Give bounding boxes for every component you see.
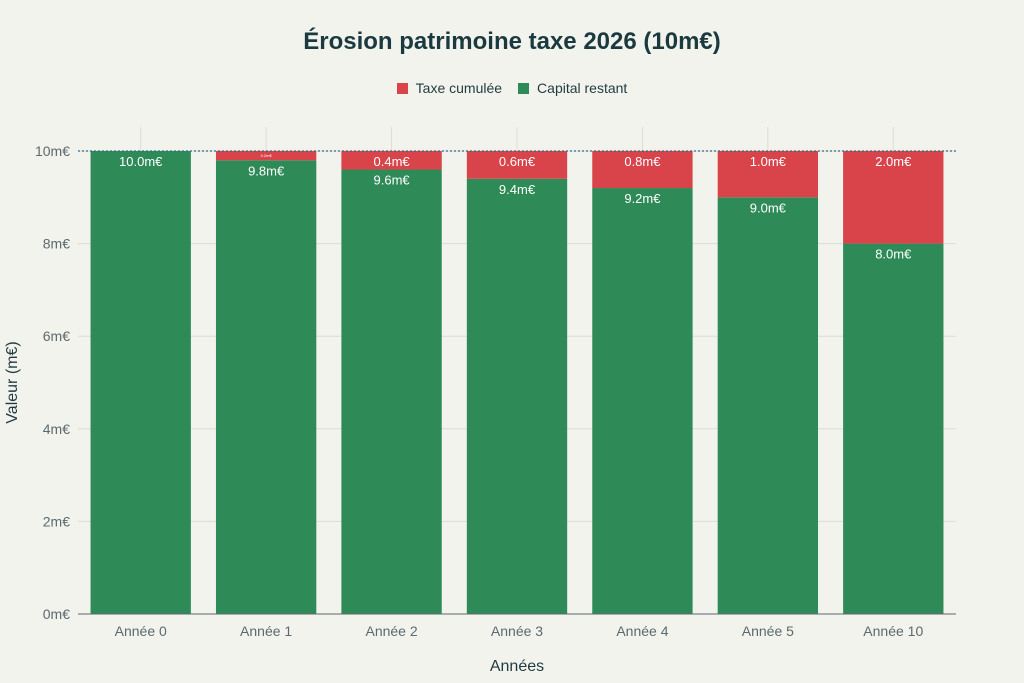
y-axis-title: Valeur (m€) — [4, 341, 21, 423]
x-tick-label: Année 3 — [491, 623, 543, 639]
x-tick-label: Année 5 — [742, 623, 794, 639]
y-tick-label: 6m€ — [43, 328, 70, 344]
bar-tax — [592, 151, 693, 189]
y-tick-label: 8m€ — [43, 236, 70, 252]
legend-item-capital[interactable]: Capital restant — [518, 80, 627, 96]
bar-tax — [341, 151, 442, 170]
x-tick-label: Année 2 — [365, 623, 417, 639]
legend-swatch-tax — [396, 82, 408, 94]
x-axis-title: Années — [490, 658, 544, 675]
bar-label-capital: 9.2m€ — [624, 191, 661, 206]
bar-label-capital: 8.0m€ — [875, 247, 912, 262]
bar-tax — [843, 151, 944, 244]
bar-label-capital: 10.0m€ — [119, 154, 163, 169]
bar-label-tax: 1.0m€ — [750, 154, 787, 169]
x-tick-label: Année 0 — [115, 623, 167, 639]
bar-label-tax: 0.8m€ — [624, 154, 661, 169]
bar-tax — [717, 151, 819, 198]
chart-title: Érosion patrimoine taxe 2026 (10m€) — [303, 28, 721, 55]
bar-label-capital: 9.0m€ — [750, 200, 787, 215]
x-tick-label: Année 10 — [863, 623, 923, 639]
legend-label-tax: Taxe cumulée — [415, 80, 503, 96]
bar-capital — [341, 169, 442, 614]
bar-tax — [466, 151, 568, 179]
bar-label-tax: 0.2m€ — [261, 153, 273, 158]
legend-label-capital: Capital restant — [537, 80, 628, 96]
bar-capital — [215, 160, 317, 614]
x-tick-label: Année 4 — [616, 623, 668, 639]
bar-label-tax: 0.6m€ — [499, 154, 536, 169]
bar-label-tax: 0.4m€ — [374, 154, 411, 169]
y-tick-label: 4m€ — [43, 421, 70, 437]
bar-capital — [592, 188, 693, 615]
y-tick-label: 0m€ — [43, 606, 70, 622]
y-tick-label: 10m€ — [35, 143, 70, 159]
y-tick-label: 2m€ — [43, 513, 70, 529]
bar-label-capital: 9.4m€ — [499, 182, 536, 197]
bar-label-capital: 9.8m€ — [248, 163, 285, 178]
bar-label-tax: 2.0m€ — [875, 154, 912, 169]
bar-capital — [717, 197, 819, 615]
bar-tax — [215, 151, 317, 161]
bar-label-capital: 9.6m€ — [374, 173, 411, 188]
legend-item-tax[interactable]: Taxe cumulée — [396, 80, 503, 96]
bar-capital — [466, 178, 568, 614]
x-tick-label: Année 1 — [240, 623, 292, 639]
legend: Taxe cumulée Capital restant — [0, 80, 1024, 96]
bar-capital — [843, 243, 944, 614]
bar-capital — [90, 151, 191, 614]
legend-swatch-capital — [518, 82, 530, 94]
